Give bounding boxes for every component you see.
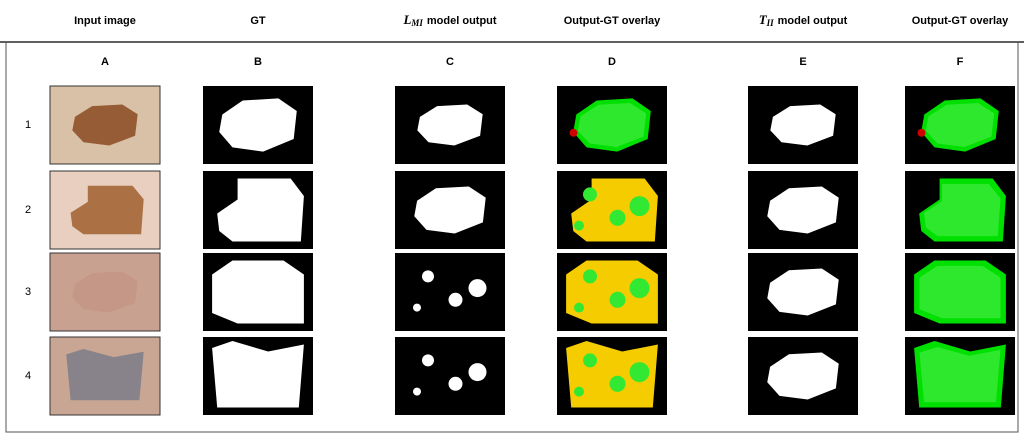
overlay-output — [630, 362, 650, 382]
row-number: 1 — [25, 119, 31, 131]
mask-background — [395, 253, 505, 331]
overlay-output — [583, 353, 597, 367]
model-mask — [413, 388, 421, 396]
thumbnail — [557, 253, 667, 331]
thumbnail — [905, 253, 1015, 331]
thumbnail — [50, 337, 160, 415]
model-mask — [469, 279, 487, 297]
thumbnail — [905, 171, 1015, 249]
column-letter: E — [799, 56, 806, 68]
header-subscript: II — [766, 18, 775, 28]
thumbnail — [748, 86, 858, 164]
thumbnail — [203, 337, 313, 415]
overlay-output — [920, 347, 1001, 402]
thumbnail — [395, 171, 505, 249]
column-letter: B — [254, 56, 262, 68]
column-letter: F — [957, 56, 964, 68]
thumbnail — [557, 86, 667, 164]
model-mask — [469, 363, 487, 381]
overlay-output — [610, 376, 626, 392]
thumbnail — [203, 253, 313, 331]
model-mask — [449, 377, 463, 391]
overlay-output — [630, 196, 650, 216]
column-header: Input image — [74, 15, 136, 27]
row-number: 4 — [25, 370, 31, 382]
thumbnail — [50, 171, 160, 249]
overlay-false-positive — [918, 129, 926, 137]
header-text: model output — [778, 15, 848, 27]
overlay-output — [920, 266, 1001, 318]
column-header: GT — [250, 15, 266, 27]
row-number: 3 — [25, 286, 31, 298]
lesion — [66, 349, 143, 400]
column-header: Output-GT overlay — [564, 15, 661, 27]
model-mask — [422, 270, 434, 282]
mask-background — [395, 337, 505, 415]
column-header: LMI model output — [402, 12, 496, 28]
overlay-output — [574, 387, 584, 397]
overlay-output — [574, 303, 584, 313]
thumbnail — [203, 171, 313, 249]
thumbnail — [50, 86, 160, 164]
overlay-output — [610, 210, 626, 226]
overlay-output — [610, 292, 626, 308]
thumbnail — [557, 337, 667, 415]
thumbnail — [50, 253, 160, 331]
overlay-false-positive — [570, 129, 578, 137]
overlay-output — [630, 278, 650, 298]
column-letter: D — [608, 56, 616, 68]
model-mask — [422, 354, 434, 366]
column-letter: C — [446, 56, 454, 68]
thumbnail — [395, 86, 505, 164]
header-text: model output — [427, 15, 497, 27]
overlay-output — [583, 269, 597, 283]
thumbnail — [395, 253, 505, 331]
model-mask — [449, 293, 463, 307]
gt-mask — [212, 261, 304, 324]
overlay-output — [583, 187, 597, 201]
gt-mask — [212, 341, 304, 408]
column-header: Output-GT overlay — [912, 15, 1009, 27]
header-symbol: L — [402, 12, 411, 27]
thumbnail — [203, 86, 313, 164]
overlay-output — [574, 221, 584, 231]
header-subscript: MI — [410, 18, 423, 28]
thumbnail — [748, 171, 858, 249]
column-letter: A — [101, 56, 109, 68]
row-number: 2 — [25, 204, 31, 216]
thumbnail — [557, 171, 667, 249]
thumbnail — [395, 337, 505, 415]
thumbnail — [905, 86, 1015, 164]
thumbnail — [905, 337, 1015, 415]
model-mask — [413, 304, 421, 312]
thumbnail — [748, 337, 858, 415]
thumbnail — [748, 253, 858, 331]
figure: Input image GT LMI model output Output-GT ov… — [0, 0, 1024, 436]
